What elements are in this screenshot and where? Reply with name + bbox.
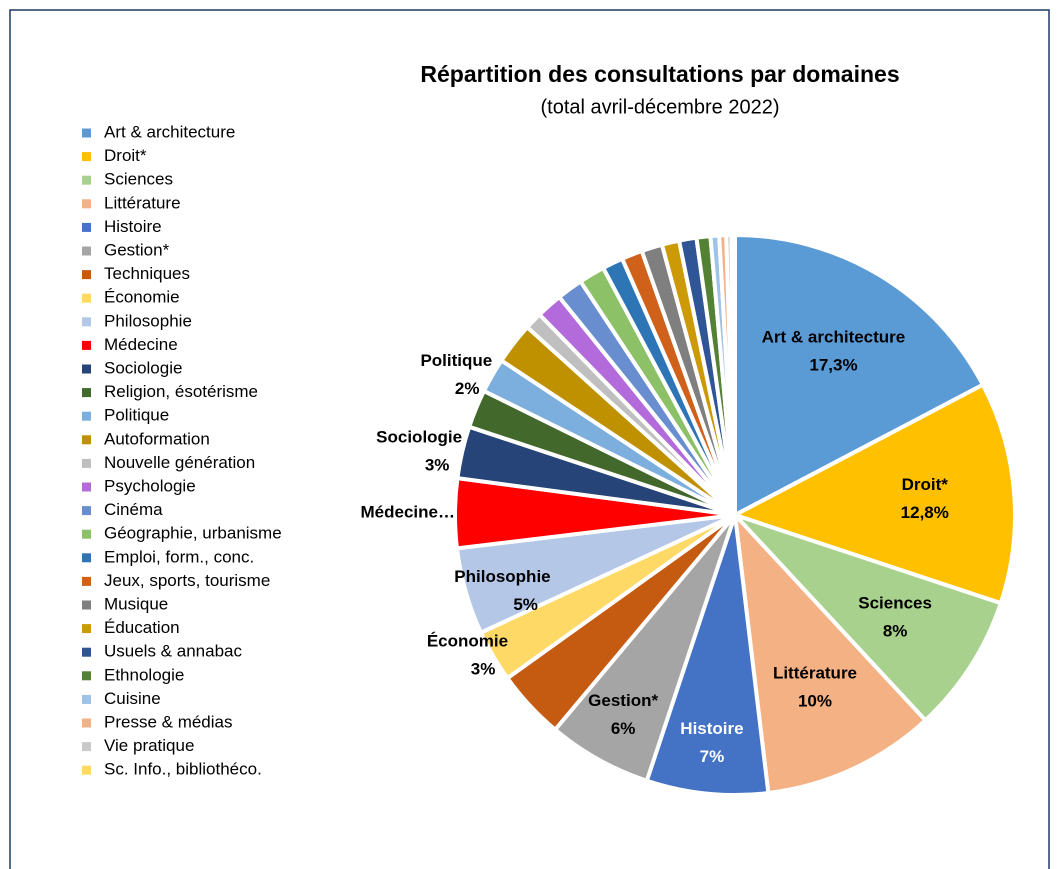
- frame: [9, 9, 1050, 869]
- data-label-name: Droit*: [902, 475, 949, 494]
- legend-label: Sc. Info., bibliothéco.: [104, 760, 262, 779]
- legend-swatch: [82, 270, 91, 280]
- legend-swatch: [82, 529, 91, 539]
- legend-swatch: [82, 293, 91, 303]
- legend-swatch: [82, 576, 91, 586]
- legend-label: Philosophie: [104, 311, 192, 330]
- legend-label: Gestion*: [104, 240, 170, 259]
- data-label-name: Histoire: [680, 719, 743, 738]
- legend-swatch: [82, 175, 91, 185]
- data-label-value: 7%: [700, 747, 725, 766]
- legend-swatch: [82, 152, 91, 162]
- legend-swatch: [82, 624, 91, 634]
- legend-swatch: [82, 506, 91, 516]
- data-label-name: Philosophie: [454, 567, 550, 586]
- pie-slice: [729, 232, 737, 516]
- legend-swatch: [82, 765, 91, 775]
- chart-subtitle: (total avril-décembre 2022): [541, 96, 780, 118]
- data-label-name: Économie: [427, 631, 508, 650]
- data-label-name: Art & architecture: [762, 328, 906, 347]
- data-label-value: 10%: [798, 691, 832, 710]
- legend-label: Nouvelle génération: [104, 453, 255, 472]
- legend-swatch: [82, 388, 91, 398]
- data-label-value: 12,8%: [901, 503, 949, 522]
- legend-swatch: [82, 246, 91, 256]
- legend-swatch: [82, 199, 91, 209]
- legend-swatch: [82, 317, 91, 327]
- legend-swatch: [82, 222, 91, 232]
- legend-label: Vie pratique: [104, 736, 194, 755]
- legend-swatch: [82, 458, 91, 468]
- legend-label: Cuisine: [104, 689, 161, 708]
- legend-label: Religion, ésotérisme: [104, 382, 258, 401]
- legend-label: Sociologie: [104, 358, 182, 377]
- legend-swatch: [82, 128, 91, 138]
- data-label-value: 5%: [513, 595, 538, 614]
- legend-swatch: [82, 482, 91, 492]
- legend-swatch: [82, 600, 91, 610]
- legend-swatch: [82, 435, 91, 445]
- legend-label: Psychologie: [104, 476, 196, 495]
- legend-swatch: [82, 671, 91, 681]
- data-label-value: 2%: [455, 379, 480, 398]
- data-label-value: 8%: [883, 622, 908, 641]
- legend-label: Médecine: [104, 335, 178, 354]
- legend-label: Histoire: [104, 217, 162, 236]
- legend-label: Autoformation: [104, 429, 210, 448]
- legend-label: Économie: [104, 288, 180, 307]
- legend-label: Géographie, urbanisme: [104, 524, 282, 543]
- pie-slice: [729, 382, 1017, 606]
- pie-slice: [644, 514, 771, 797]
- legend-label: Techniques: [104, 264, 190, 283]
- legend-swatch: [82, 364, 91, 374]
- legend-label: Presse & médias: [104, 712, 233, 731]
- pie-slice: [732, 509, 929, 796]
- data-label-value: 17,3%: [809, 356, 857, 375]
- data-label-name: Sociologie: [376, 428, 462, 447]
- legend-label: Art & architecture: [104, 122, 235, 141]
- data-label-name: Politique: [420, 351, 492, 370]
- legend-label: Musique: [104, 594, 168, 613]
- data-label-name: Médecine…: [361, 503, 455, 522]
- legend-label: Droit*: [104, 146, 147, 165]
- pie-slice: [733, 513, 1004, 724]
- legend-label: Sciences: [104, 170, 173, 189]
- legend-label: Ethnologie: [104, 665, 184, 684]
- legend-label: Littérature: [104, 193, 181, 212]
- legend-label: Éducation: [104, 618, 180, 637]
- legend-swatch: [82, 340, 91, 350]
- legend-swatch: [82, 718, 91, 728]
- legend-label: Emploi, form., conc.: [104, 547, 254, 566]
- data-label-value: 3%: [471, 659, 496, 678]
- legend-swatch: [82, 742, 91, 752]
- data-label-name: Littérature: [773, 663, 857, 682]
- legend-label: Usuels & annabac: [104, 642, 242, 661]
- legend-swatch: [82, 694, 91, 704]
- legend-swatch: [82, 553, 91, 563]
- data-label-value: 6%: [611, 719, 636, 738]
- legend-label: Jeux, sports, tourisme: [104, 571, 270, 590]
- legend-swatch: [82, 647, 91, 657]
- legend-label: Politique: [104, 406, 169, 425]
- legend-swatch: [82, 411, 91, 421]
- legend-label: Cinéma: [104, 500, 163, 519]
- pie-slice: [733, 232, 986, 519]
- data-label-name: Sciences: [858, 594, 932, 613]
- data-label-value: 3%: [425, 456, 450, 475]
- chart-title: Répartition des consultations par domain…: [420, 61, 899, 87]
- data-label-name: Gestion*: [588, 691, 658, 710]
